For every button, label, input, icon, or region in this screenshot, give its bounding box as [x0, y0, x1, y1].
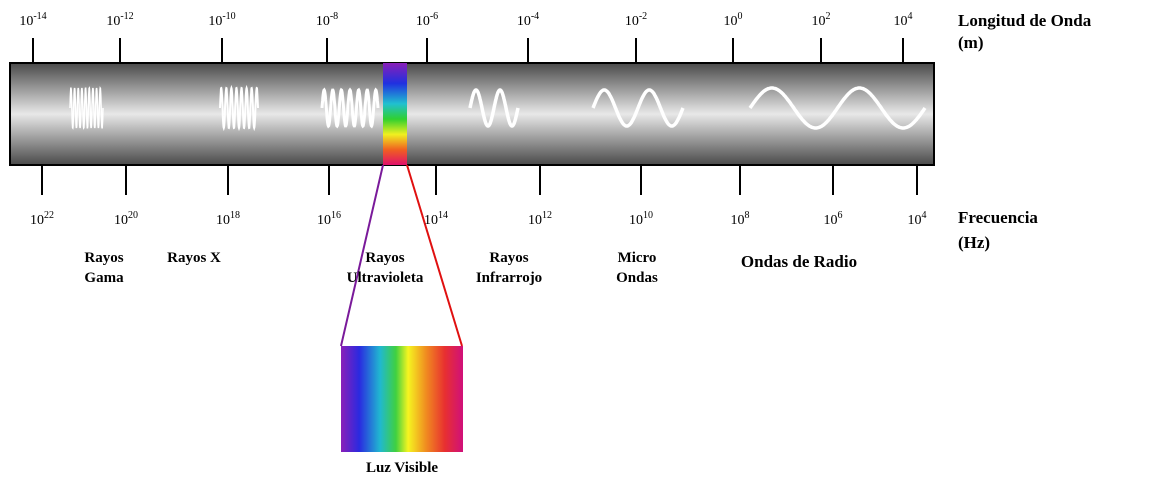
- tick-label: 10-14: [19, 11, 46, 29]
- region-label: Rayos: [84, 250, 123, 266]
- region-label: Gama: [84, 270, 124, 286]
- tick-base: 10: [114, 213, 128, 228]
- region-label: Ultravioleta: [347, 270, 424, 286]
- tick-base: 10: [812, 14, 826, 29]
- tick-exponent: -4: [531, 11, 539, 22]
- zoom-line: [406, 164, 463, 347]
- tick-label: 10-8: [316, 11, 338, 29]
- tick-base: 10: [106, 14, 120, 29]
- tick-label: 106: [824, 210, 843, 228]
- tick-label: 1012: [528, 210, 552, 228]
- tick-label: 1020: [114, 210, 138, 228]
- tick-label: 10-12: [106, 11, 133, 29]
- spectrum-bar: [9, 62, 935, 166]
- tick-label: 10-4: [517, 11, 539, 29]
- visible-label: Luz Visible: [366, 460, 438, 476]
- region-label: Micro: [618, 250, 657, 266]
- tick-label: 100: [724, 11, 743, 29]
- wave: [219, 84, 259, 132]
- tick-exponent: 18: [230, 210, 240, 221]
- axis-title: Frecuencia: [958, 208, 1038, 227]
- region-label: Ondas de Radio: [741, 252, 857, 271]
- tick-exponent: -12: [120, 11, 133, 22]
- tick-base: 10: [317, 213, 331, 228]
- visible-box: [341, 346, 463, 452]
- wave: [591, 88, 685, 128]
- wave: [69, 86, 104, 130]
- tick-exponent: 6: [838, 210, 843, 221]
- wave: [320, 87, 380, 129]
- tick-exponent: 14: [438, 210, 448, 221]
- tick-base: 10: [629, 213, 643, 228]
- tick-base: 10: [731, 213, 745, 228]
- waves: [69, 84, 927, 132]
- tick-base: 10: [416, 14, 430, 29]
- tick-exponent: 4: [908, 11, 913, 22]
- tick-label: 104: [894, 11, 913, 29]
- wave: [748, 86, 927, 130]
- tick-label: 1022: [30, 210, 54, 228]
- tick-label: 1016: [317, 210, 341, 228]
- tick-base: 10: [19, 14, 33, 29]
- region-label: Ondas: [616, 270, 658, 286]
- tick-exponent: 16: [331, 210, 341, 221]
- tick-label: 1014: [424, 210, 448, 228]
- tick-label: 1018: [216, 210, 240, 228]
- tick-exponent: 20: [128, 210, 138, 221]
- tick-label: 1010: [629, 210, 653, 228]
- tick-exponent: 22: [44, 210, 54, 221]
- tick-base: 10: [724, 14, 738, 29]
- tick-base: 10: [216, 213, 230, 228]
- tick-base: 10: [908, 213, 922, 228]
- tick-base: 10: [424, 213, 438, 228]
- tick-exponent: -14: [33, 11, 46, 22]
- visible-strip: [383, 63, 407, 165]
- tick-exponent: 10: [643, 210, 653, 221]
- region-label: Rayos X: [167, 250, 221, 266]
- region-label: Infrarrojo: [476, 270, 542, 286]
- tick-base: 10: [528, 213, 542, 228]
- tick-base: 10: [894, 14, 908, 29]
- tick-base: 10: [208, 14, 222, 29]
- tick-label: 10-10: [208, 11, 235, 29]
- tick-base: 10: [824, 213, 838, 228]
- tick-base: 10: [517, 14, 531, 29]
- tick-label: 10-6: [416, 11, 438, 29]
- axis-title: (Hz): [958, 233, 990, 252]
- tick-base: 10: [30, 213, 44, 228]
- tick-exponent: 12: [542, 210, 552, 221]
- tick-exponent: -8: [330, 11, 338, 22]
- tick-label: 104: [908, 210, 927, 228]
- tick-label: 108: [731, 210, 750, 228]
- axis-title: (m): [958, 33, 983, 52]
- region-label: Rayos: [489, 250, 528, 266]
- tick-exponent: 2: [826, 11, 831, 22]
- axis-title: Longitud de Onda: [958, 11, 1092, 30]
- wave: [468, 88, 520, 128]
- tick-exponent: 8: [745, 210, 750, 221]
- tick-label: 102: [812, 11, 831, 29]
- region-label: Rayos: [365, 250, 404, 266]
- tick-base: 10: [316, 14, 330, 29]
- tick-exponent: 0: [738, 11, 743, 22]
- tick-base: 10: [625, 14, 639, 29]
- tick-exponent: -10: [222, 11, 235, 22]
- tick-label: 10-2: [625, 11, 647, 29]
- zoom-line: [340, 164, 384, 347]
- tick-exponent: -2: [639, 11, 647, 22]
- tick-exponent: 4: [922, 210, 927, 221]
- tick-exponent: -6: [430, 11, 438, 22]
